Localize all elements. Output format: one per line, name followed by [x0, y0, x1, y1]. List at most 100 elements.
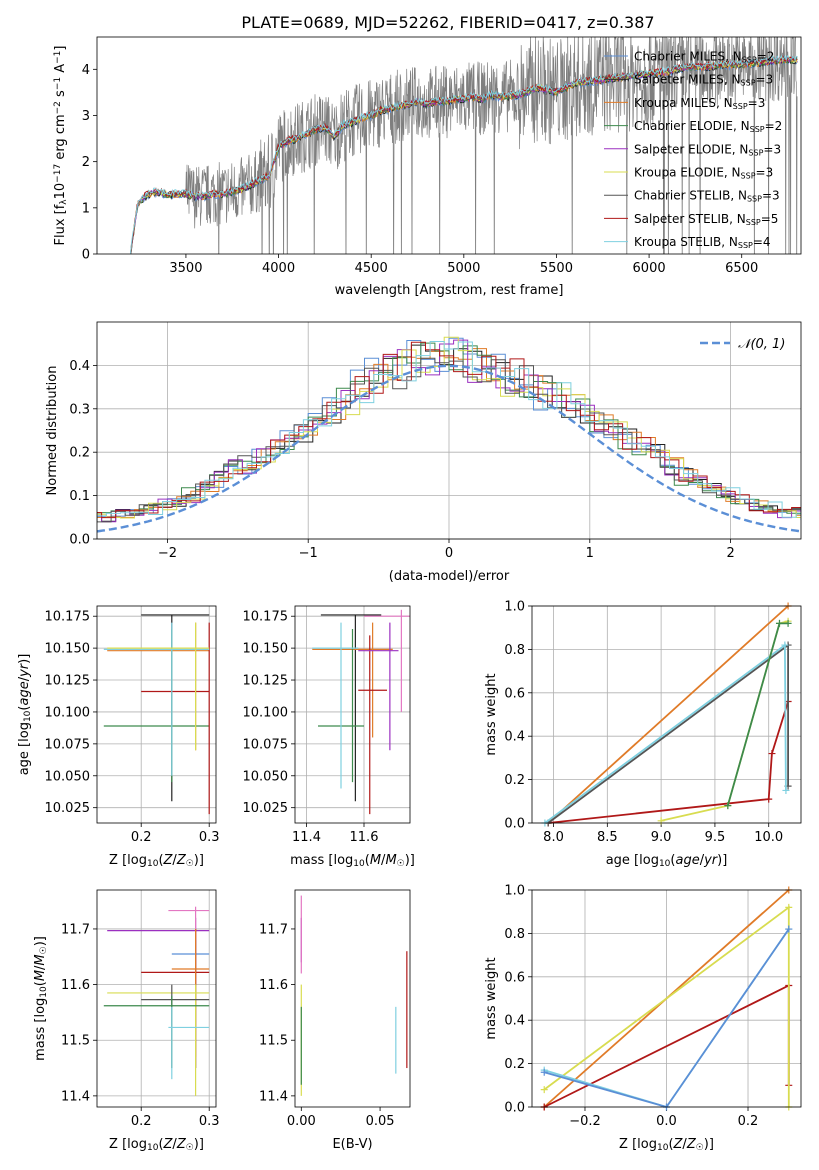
axis-label-part: M — [370, 853, 381, 868]
subplots: 3500 4000 4500 5000 5500 6000 6500 0 1 2 3 4 Chabrie… — [17, 36, 802, 1153]
x-tick-label: 11.4 — [292, 830, 321, 845]
subplot-cumulative-mass-vs-age: 8.0 8.5 9.0 9.5 10.0 0.0 0.2 0.4 0.6 0.8 1.0 age [l… — [484, 600, 802, 869]
cumulative-line-1 — [548, 701, 789, 824]
axis-label-part: erg cm — [53, 114, 68, 163]
y-tick-label: 10.150 — [45, 642, 91, 657]
x-tick-label: 0.2 — [738, 1114, 759, 1129]
y-tick-label: 10.100 — [243, 705, 289, 720]
legend-entry: Kroupa STELIB, NSSP=4 — [634, 235, 771, 250]
legend-sub: SSP — [750, 125, 765, 134]
legend-entry: Chabrier ELODIE, NSSP=2 — [634, 119, 782, 134]
axis-label-part: mass [log — [33, 998, 48, 1061]
axes-frame — [531, 605, 802, 824]
y-tick-label: 0.3 — [69, 402, 90, 417]
legend-sub: SSP — [733, 102, 748, 111]
legend-nssp: =2 — [765, 119, 783, 133]
y-tick-label: 0.6 — [504, 686, 525, 701]
x-tick-label: 8.0 — [543, 830, 564, 845]
cumulative-marker — [785, 903, 793, 911]
axes-frame — [96, 889, 217, 1108]
axis-label-part: Flux [f — [53, 204, 68, 245]
y-tick-label: 10.150 — [243, 642, 289, 657]
y-tick-label: 11.4 — [61, 1089, 90, 1104]
axis-label-part: / — [33, 965, 48, 970]
x-tick-label: 5000 — [447, 261, 480, 276]
legend-sub: SSP — [738, 241, 753, 250]
axis-label-part: Z [log — [619, 1137, 657, 1152]
x-tick-label: 9.0 — [651, 830, 672, 845]
axis-label-part: )] — [704, 1137, 714, 1152]
legend-entry: Chabrier STELIB, NSSP=3 — [634, 189, 780, 204]
x-tick-label: 8.5 — [597, 830, 618, 845]
axis-label-part: )] — [17, 654, 32, 664]
model-line-6 — [130, 55, 798, 254]
y-tick-label: 11.5 — [259, 1034, 288, 1049]
axis-label-part: −17 — [53, 164, 63, 183]
cumulative-marker — [540, 1068, 548, 1076]
legend-name: Salpeter MILES, N — [634, 73, 741, 87]
axis-label: mass [log10(M/M☉)] — [33, 936, 49, 1061]
axis-label-part: λ — [59, 199, 69, 205]
legend-name: Kroupa ELODIE, N — [634, 166, 741, 180]
axis-label-part: M — [33, 970, 48, 981]
y-tick-label: 0.4 — [504, 1014, 525, 1029]
x-tick-label: 1 — [586, 546, 594, 561]
axis-label-part: ( — [158, 1137, 163, 1152]
y-tick-label: 11.4 — [259, 1089, 288, 1104]
y-tick-label: 10.025 — [243, 801, 289, 816]
x-tick-label: 11.6 — [350, 830, 379, 845]
axis-label-part: )] — [405, 853, 415, 868]
y-tick-label: 10.050 — [45, 769, 91, 784]
x-axis-label: (data-model)/error — [389, 569, 510, 584]
axis-label-part: age — [17, 681, 32, 705]
legend-nssp: =3 — [756, 166, 774, 180]
axis-label-part: yr — [703, 853, 719, 868]
y-tick-label: 2 — [82, 155, 90, 170]
x-tick-label: 0.3 — [199, 830, 220, 845]
cumulative-marker — [785, 925, 793, 933]
axis-label: E(B-V) — [332, 1137, 372, 1152]
x-tick-label: −0.2 — [569, 1114, 601, 1129]
subplot-spectrum: 3500 4000 4500 5000 5500 6000 6500 0 1 2 3 4 Chabrie… — [53, 36, 802, 298]
axis-label-part: / — [381, 853, 386, 868]
y-tick-label: 0.8 — [504, 643, 525, 658]
x-axis-label: wavelength [Angstrom, rest frame] — [335, 283, 564, 298]
cumulative-marker — [781, 641, 789, 649]
y-tick-label: 0.0 — [504, 817, 525, 832]
axis-label-part: mass [log — [290, 853, 353, 868]
legend-entry: Kroupa MILES, NSSP=3 — [634, 96, 765, 111]
axis-label-part: / — [682, 1137, 687, 1152]
subplot-age-vs-mass: 11.4 11.6 10.025 10.050 10.075 10.100 10.125 10… — [243, 605, 415, 869]
x-tick-label: 0.0 — [656, 1114, 677, 1129]
y-tick-label: 10.100 — [45, 705, 91, 720]
legend-entry: 𝒩(0, 1) — [738, 337, 785, 352]
axis-label-part: ☉ — [39, 946, 49, 954]
legend-sub: SSP — [748, 148, 763, 157]
legend-nssp: =3 — [748, 96, 766, 110]
y-tick-label: 10.075 — [243, 737, 289, 752]
axis-label-part: ( — [33, 981, 48, 986]
normal-curve — [96, 364, 802, 533]
legend-nssp: =5 — [761, 212, 779, 226]
y-tick-label: 0.6 — [504, 970, 525, 985]
y-tick-label: 10.050 — [243, 769, 289, 784]
y-tick-label: 0.2 — [69, 446, 90, 461]
y-tick-label: 11.6 — [61, 978, 90, 993]
y-tick-label: 1 — [82, 201, 90, 216]
legend-sub: SSP — [747, 195, 762, 204]
subplot-residuals: −2 −1 0 1 2 0.0 0.1 0.2 0.3 0.4 𝒩(0, 1) (data-model… — [45, 321, 802, 584]
y-tick-label: 10.025 — [45, 801, 91, 816]
x-tick-label: 0.2 — [131, 1114, 152, 1129]
y-tick-label: 11.5 — [61, 1034, 90, 1049]
axis-label-part: / — [700, 853, 705, 868]
axis-label: Flux [fλ10−17 erg cm−2 s−1 A−1] — [53, 46, 69, 246]
y-tick-label: 0.2 — [504, 773, 525, 788]
x-tick-label: 0.3 — [199, 1114, 220, 1129]
axis-label-part: 10 — [53, 183, 68, 200]
axis-label-part: Z — [176, 1137, 187, 1152]
axis-label-part: Z — [163, 853, 174, 868]
axis-label-part: Z — [673, 1137, 684, 1152]
cumulative-line-0 — [547, 605, 789, 824]
axis-label: Z [log10(Z/Z☉)] — [619, 1137, 714, 1153]
y-tick-label: 0.0 — [504, 1101, 525, 1116]
